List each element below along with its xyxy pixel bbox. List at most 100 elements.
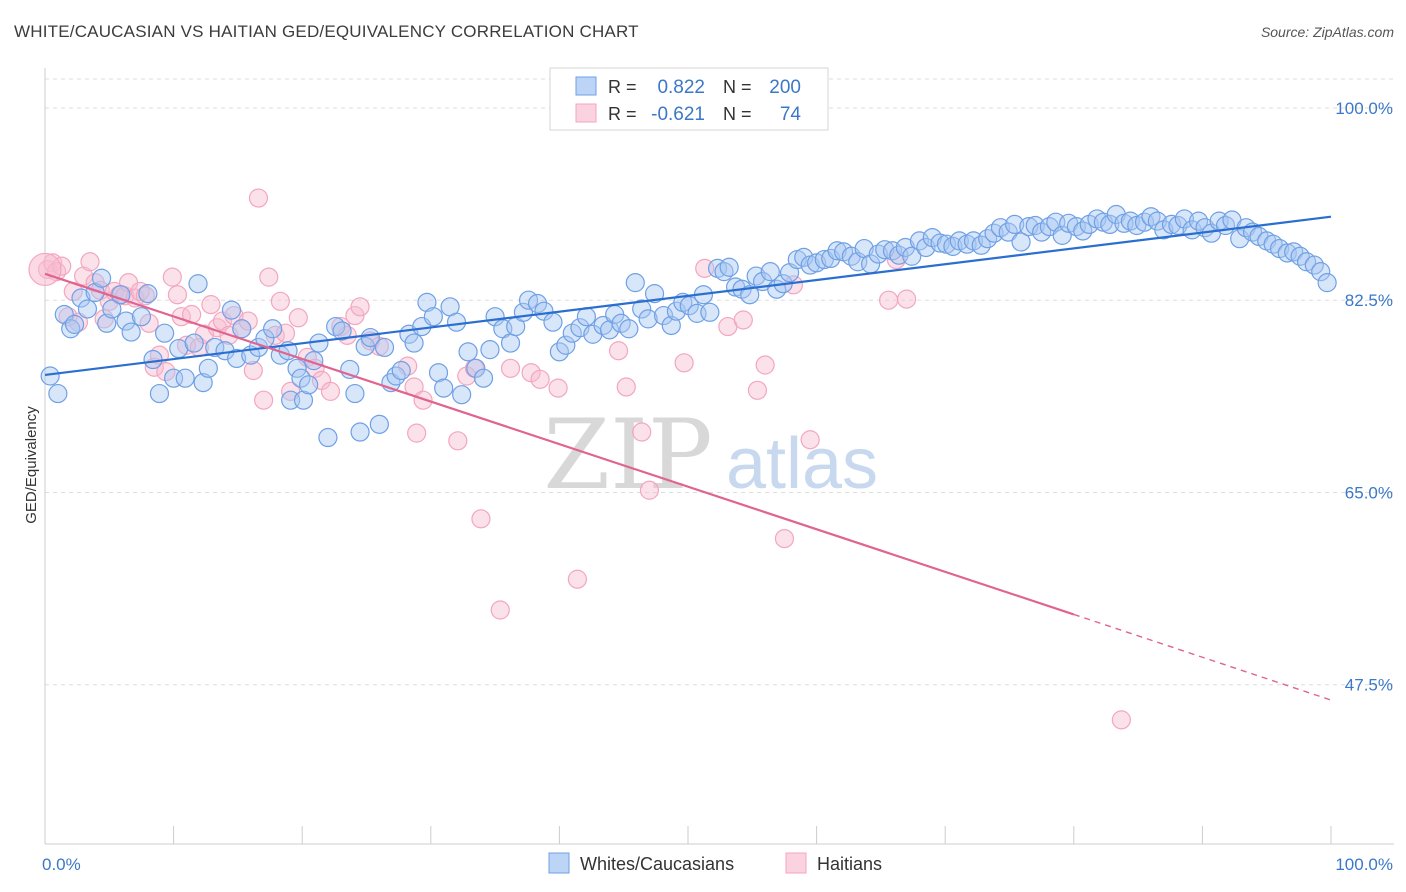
white-point-11: [111, 285, 131, 305]
white-point-23: [188, 274, 208, 294]
haitian-point-39: [248, 188, 269, 208]
haitian-point-59: [413, 390, 433, 410]
white-point-30: [232, 319, 252, 339]
y-axis-label: GED/Equivalency: [23, 406, 40, 524]
haitian-point-66: [500, 358, 521, 378]
white-point-95: [653, 305, 674, 326]
white-points: [40, 204, 1337, 448]
legend-r-value-2: -0.621: [651, 104, 705, 125]
x-tick-label-min: 0.0%: [42, 855, 81, 874]
watermark: ZIP atlas: [543, 399, 878, 511]
white-point-92: [632, 299, 652, 319]
white-point-87: [599, 320, 620, 340]
haitian-point-23: [156, 362, 176, 382]
white-point-65: [446, 312, 467, 332]
white-point-91: [625, 273, 645, 293]
haitian-point-large: [28, 252, 62, 287]
haitian-point-24: [162, 267, 182, 287]
white-point-10: [102, 299, 122, 319]
legend-top: R = 0.822 N = 200 R = -0.621 N = 74: [549, 67, 829, 131]
legend-n-value-1: 200: [769, 77, 801, 98]
white-point-21: [175, 368, 195, 388]
haitian-point-74: [639, 480, 660, 500]
white-point-81: [556, 335, 576, 355]
haitian-point-78: [733, 310, 753, 330]
haitian-point-25: [167, 285, 188, 305]
white-point-105: [719, 257, 739, 277]
haitian-point-38: [243, 360, 263, 381]
haitian-point-68: [530, 369, 550, 389]
haitian-point-84: [879, 290, 899, 310]
haitian-point-31: [201, 295, 221, 315]
haitian-point-70: [567, 569, 588, 589]
white-point-6: [77, 299, 98, 319]
legend-swatch-whites: [575, 76, 597, 96]
white-point-15: [138, 284, 158, 304]
white-point-96: [661, 315, 681, 336]
white-point-1: [48, 383, 68, 404]
haitian-point-19: [135, 286, 155, 306]
white-point-102: [700, 302, 720, 322]
white-point-67: [458, 342, 478, 362]
white-point-0: [40, 366, 60, 386]
white-point-121: [827, 241, 847, 261]
source-label: Source: ZipAtlas.com: [1260, 24, 1394, 40]
legend-r-label-1: R =: [608, 77, 637, 97]
white-point-146: [998, 222, 1018, 242]
legend-r-value-1: 0.822: [657, 77, 705, 98]
white-point-40: [293, 390, 314, 410]
haitian-point-87: [1111, 710, 1131, 730]
white-point-69: [473, 368, 494, 388]
white-point-24: [193, 373, 213, 393]
white-point-193: [1317, 273, 1337, 293]
white-point-66: [452, 385, 472, 405]
haitian-point-40: [254, 390, 274, 410]
trendline-whites: [44, 215, 1332, 377]
watermark-zip: ZIP: [543, 399, 712, 511]
white-point-56: [391, 360, 411, 381]
white-point-44: [318, 427, 338, 448]
white-point-18: [154, 323, 175, 343]
legend-bottom: Whites/Caucasians Haitians: [548, 852, 882, 874]
white-point-14: [131, 307, 152, 327]
legend-n-label-2: N =: [723, 104, 752, 124]
legend-n-label-1: N =: [723, 77, 752, 97]
white-point-77: [527, 293, 548, 314]
white-point-94: [644, 284, 665, 304]
bottom-legend-label-whites: Whites/Caucasians: [580, 854, 734, 874]
white-point-111: [760, 262, 780, 282]
haitian-point-72: [616, 377, 636, 397]
white-point-2: [54, 304, 74, 325]
white-point-13: [121, 322, 141, 342]
white-point-17: [149, 383, 170, 404]
white-point-51: [360, 327, 380, 348]
y-tick-label-1: 65.0%: [1345, 483, 1393, 502]
white-point-55: [386, 366, 406, 386]
white-point-28: [221, 300, 242, 320]
white-point-93: [638, 309, 658, 329]
trendline-haitians: [44, 272, 1075, 616]
haitian-point-73: [632, 422, 652, 442]
chart-title: WHITE/CAUCASIAN VS HAITIAN GED/EQUIVALEN…: [14, 22, 639, 41]
white-point-4: [64, 314, 85, 334]
white-point-172: [1174, 209, 1194, 229]
haitian-point-83: [800, 430, 820, 450]
legend-swatch-haitians: [575, 103, 597, 123]
haitian-point-86: [897, 289, 917, 309]
white-point-41: [299, 375, 319, 395]
white-point-53: [374, 337, 395, 358]
white-point-38: [287, 358, 307, 378]
white-point-61: [423, 307, 443, 327]
haitian-point-8: [80, 252, 100, 272]
x-tick-label-max: 100.0%: [1335, 855, 1393, 874]
white-point-108: [740, 285, 760, 305]
white-point-84: [576, 307, 597, 327]
white-point-5: [71, 288, 91, 308]
haitian-point-46: [288, 308, 308, 328]
white-point-68: [466, 358, 486, 378]
trendlines: [44, 215, 1332, 701]
bottom-legend-swatch-whites: [548, 852, 570, 874]
haitian-point-37: [238, 311, 258, 331]
white-point-161: [1100, 214, 1120, 235]
